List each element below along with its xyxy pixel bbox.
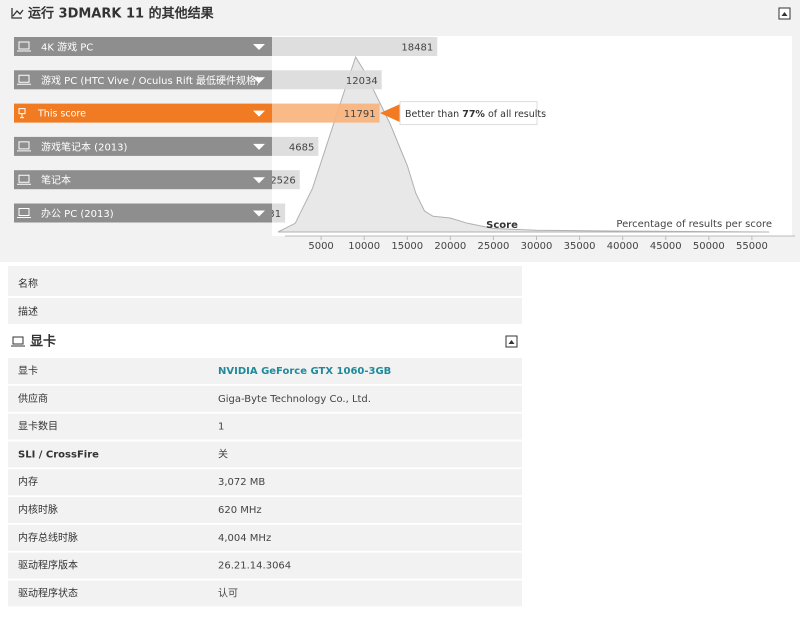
gpu-icon <box>11 336 25 347</box>
row-label: 内核时脉 <box>18 503 58 516</box>
x-tick-label: 20000 <box>434 241 466 252</box>
preset-label: This score <box>37 109 86 120</box>
score-bar <box>272 203 286 223</box>
dropdown-arrow <box>253 177 265 184</box>
collapse-icon <box>508 340 515 344</box>
preset-box <box>14 70 272 90</box>
preset-label: 办公 PC (2013) <box>41 207 114 220</box>
device-icon <box>17 174 31 185</box>
x-axis-label: Score <box>486 220 518 231</box>
preset-box <box>14 203 272 223</box>
x-tick-label: 35000 <box>564 241 596 252</box>
score-bar <box>272 70 382 90</box>
x-tick-label: 40000 <box>607 241 639 252</box>
callout-box <box>399 101 538 126</box>
row-label: 显卡数目 <box>18 420 58 433</box>
device-icon <box>17 74 31 85</box>
preset-box <box>14 37 272 56</box>
x-tick-label: 15000 <box>391 241 423 252</box>
score-bar <box>272 37 438 56</box>
preset-label: 游戏 PC (HTC Vive / Oculus Rift 最低硬件规格) <box>41 74 260 87</box>
x-tick-label: 5000 <box>308 241 333 252</box>
table-row <box>8 385 522 412</box>
score-label: 18481 <box>401 43 433 54</box>
preset-label: 4K 游戏 PC <box>41 41 93 54</box>
row-label: 显卡 <box>18 364 38 377</box>
table-row <box>8 358 522 384</box>
x-tick-label: 10000 <box>348 241 380 252</box>
callout-part: 77% <box>462 109 485 120</box>
score-label: 2526 <box>270 176 295 187</box>
info-label: 名称 <box>18 277 38 290</box>
device-icon <box>17 208 31 218</box>
table-row <box>8 497 522 523</box>
row-value: Giga-Byte Technology Co., Ltd. <box>218 394 371 405</box>
device-icon <box>17 41 31 52</box>
table-row <box>8 441 522 468</box>
x-tick-label: 45000 <box>650 241 682 252</box>
callout-part: Better than <box>405 109 462 120</box>
score-bar <box>272 103 380 123</box>
row-label: 内存 <box>18 475 38 488</box>
preset-label: 游戏笔记本 (2013) <box>41 140 128 153</box>
preset-box <box>14 103 272 123</box>
preset-label: 笔记本 <box>41 174 71 187</box>
dropdown-arrow <box>253 77 265 84</box>
row-value: 3,072 MB <box>218 477 265 488</box>
row-label: 驱动程序版本 <box>18 559 78 572</box>
info-label: 描述 <box>18 305 38 318</box>
dropdown-arrow <box>253 110 265 117</box>
distribution-area <box>277 55 770 233</box>
device-icon <box>17 141 31 152</box>
callout-arrow <box>380 104 400 123</box>
row-label: 内存总线时脉 <box>18 531 78 544</box>
chart-icon <box>11 8 24 19</box>
row-value[interactable]: NVIDIA GeForce GTX 1060-3GB <box>218 366 391 377</box>
dropdown-arrow <box>253 143 265 150</box>
dropdown-arrow <box>253 44 265 50</box>
preset-box <box>14 136 272 156</box>
row-label: SLI / CrossFire <box>18 449 99 460</box>
score-label: 4685 <box>289 142 314 153</box>
table-row <box>8 469 522 496</box>
table-row <box>8 552 522 579</box>
row-value: 26.21.14.3064 <box>218 561 291 572</box>
table-row <box>8 413 522 440</box>
score-bar <box>272 170 300 190</box>
row-value: 1 <box>218 422 224 433</box>
row-value: 620 MHz <box>218 505 262 516</box>
row-value: 认可 <box>218 586 238 599</box>
trophy-icon <box>18 108 26 119</box>
preset-box <box>14 170 272 190</box>
section-header <box>8 328 522 356</box>
collapse-icon <box>781 12 788 16</box>
table-row <box>8 580 522 607</box>
callout-part: of all results <box>485 109 546 120</box>
dropdown-arrow <box>253 210 265 217</box>
x-tick-label: 25000 <box>478 241 510 252</box>
row-label: 供应商 <box>18 392 48 405</box>
x-tick-label: 30000 <box>521 241 553 252</box>
score-label: 12034 <box>346 76 378 87</box>
section-title: 显卡 <box>30 334 56 350</box>
row-value: 4,004 MHz <box>218 533 271 544</box>
callout: Better than 77% of all results <box>405 109 546 120</box>
score-bar <box>272 136 319 156</box>
score-label: 11791 <box>344 109 376 120</box>
y-axis-label: Percentage of results per score <box>616 219 772 230</box>
x-tick-label: 50000 <box>693 241 725 252</box>
title: 运行 3DMARK 11 的其他结果 <box>28 6 214 22</box>
table-row <box>8 524 522 551</box>
row-value: 关 <box>218 447 228 460</box>
x-tick-label: 55000 <box>736 241 768 252</box>
row-label: 驱动程序状态 <box>18 586 78 599</box>
